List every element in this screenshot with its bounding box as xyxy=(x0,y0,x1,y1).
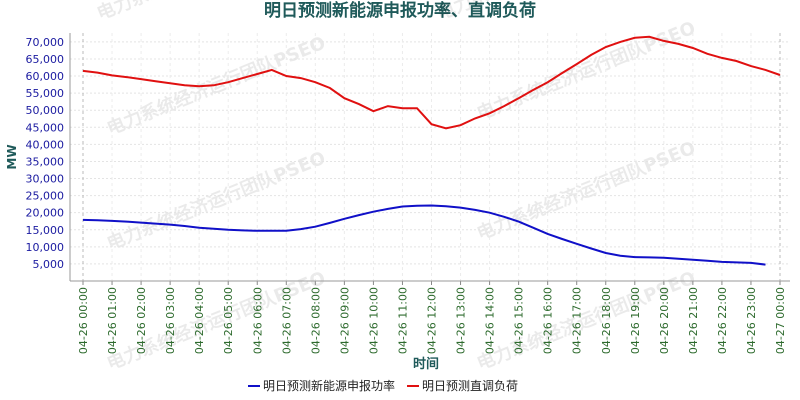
x-tick-label: 04-26 13:00 xyxy=(455,287,468,354)
y-tick-label: 70,000 xyxy=(26,36,65,49)
series-line xyxy=(82,204,766,266)
x-tick-label: 04-27 00:00 xyxy=(774,287,787,354)
x-tick-label: 04-26 01:00 xyxy=(106,287,119,354)
y-tick-label: 40,000 xyxy=(26,138,65,151)
x-tick-label: 04-26 18:00 xyxy=(600,287,613,354)
x-tick-label: 04-26 09:00 xyxy=(338,287,351,354)
watermark: 电力系统经济运行团队PSEO xyxy=(104,147,329,255)
y-tick-label: 35,000 xyxy=(26,155,65,168)
legend-label: 明日预测直调负荷 xyxy=(422,379,518,393)
x-tick-label: 04-26 11:00 xyxy=(396,287,409,354)
x-tick-label: 04-26 20:00 xyxy=(658,287,671,354)
x-tick-label: 04-26 22:00 xyxy=(716,287,729,354)
x-tick-label: 04-26 15:00 xyxy=(513,287,526,354)
x-tick-label: 04-26 00:00 xyxy=(77,287,90,354)
y-axis-label: MW xyxy=(5,144,19,169)
x-tick-label: 04-26 19:00 xyxy=(629,287,642,354)
x-tick-label: 04-26 06:00 xyxy=(251,287,264,354)
watermark: 电力系统经济运行团队PSEO xyxy=(474,17,699,125)
x-tick-label: 04-26 12:00 xyxy=(426,287,439,354)
x-tick-label: 04-26 17:00 xyxy=(571,287,584,354)
chart-title: 明日预测新能源申报功率、直调负荷 xyxy=(264,0,536,21)
series-line xyxy=(82,35,781,130)
x-tick-label: 04-26 16:00 xyxy=(542,287,555,354)
y-tick-label: 55,000 xyxy=(26,87,65,100)
x-tick-label: 04-26 07:00 xyxy=(280,287,293,354)
x-tick-label: 04-26 05:00 xyxy=(222,287,235,354)
legend-label: 明日预测新能源申报功率 xyxy=(263,378,395,393)
x-tick-label: 04-26 21:00 xyxy=(687,287,700,354)
y-tick-label: 45,000 xyxy=(26,121,65,134)
x-tick-label: 04-26 23:00 xyxy=(745,287,758,354)
x-tick-label: 04-26 03:00 xyxy=(164,287,177,354)
x-tick-label: 04-26 02:00 xyxy=(135,287,148,354)
watermark: 电力系统经济运行团队PSEO xyxy=(474,137,699,245)
y-tick-label: 60,000 xyxy=(26,70,65,83)
x-tick-label: 04-26 04:00 xyxy=(193,287,206,354)
y-tick-label: 15,000 xyxy=(26,224,65,237)
y-tick-label: 5,000 xyxy=(33,258,65,271)
x-tick-label: 04-26 10:00 xyxy=(367,287,380,354)
y-tick-label: 50,000 xyxy=(26,104,65,117)
y-tick-label: 20,000 xyxy=(26,207,65,220)
y-tick-label: 30,000 xyxy=(26,173,65,186)
x-tick-label: 04-26 14:00 xyxy=(484,287,497,354)
x-tick-label: 04-26 08:00 xyxy=(309,287,322,354)
x-axis-label: 时间 xyxy=(413,356,439,372)
y-tick-label: 25,000 xyxy=(26,190,65,203)
y-tick-label: 65,000 xyxy=(26,53,65,66)
y-tick-label: 10,000 xyxy=(26,241,65,254)
